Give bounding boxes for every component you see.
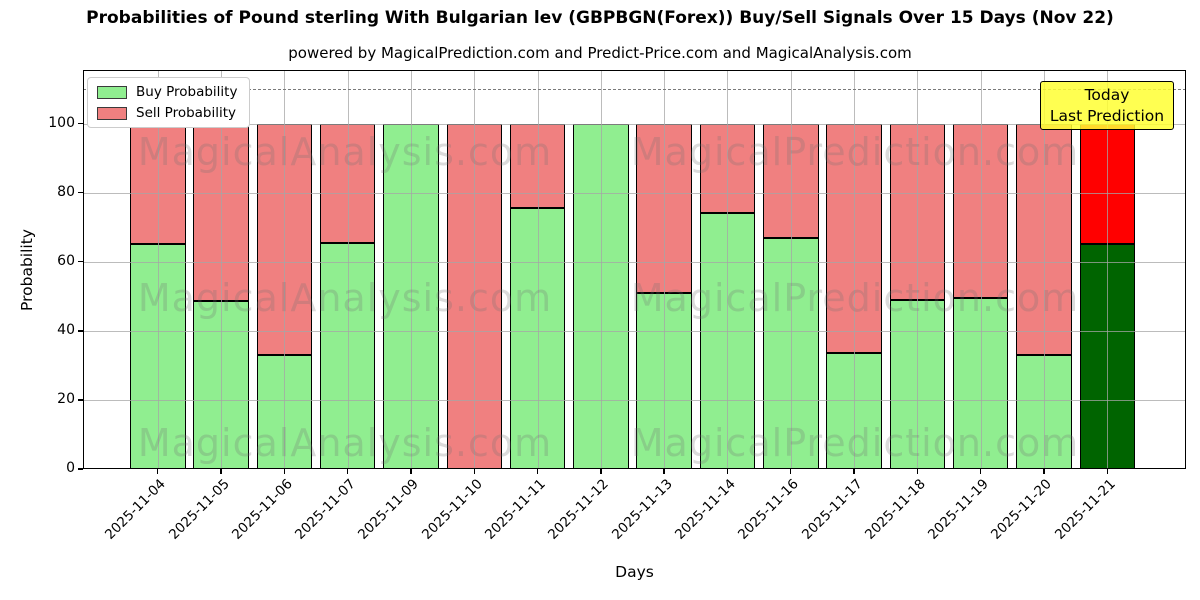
legend-label: Sell Probability <box>136 105 237 121</box>
chart-subtitle: powered by MagicalPrediction.com and Pre… <box>288 44 912 62</box>
today-annotation-line1: Today <box>1084 85 1130 104</box>
xtick-mark <box>853 469 855 474</box>
watermark-text: MagicalAnalysis.com <box>137 421 553 465</box>
xtick-mark <box>473 469 475 474</box>
xtick-mark <box>157 469 159 474</box>
xtick-label-text: 2025-11-11 <box>482 476 549 543</box>
gridline-x-2025-11-10 <box>474 70 476 469</box>
xtick-mark <box>979 469 982 474</box>
xtick-label-text: 2025-11-04 <box>102 476 170 543</box>
watermark-text: MagicalPrediction.com <box>630 276 1080 320</box>
xtick-mark <box>726 469 729 474</box>
ytick-mark <box>78 261 83 263</box>
xtick-label-text: 2025-11-14 <box>671 476 739 543</box>
gridline-x-2025-11-07 <box>347 70 349 469</box>
chart-title: Probabilities of Pound sterling With Bul… <box>86 8 1114 28</box>
today-annotation-line2: Last Prediction <box>1049 106 1165 125</box>
xtick-mark <box>1043 469 1045 474</box>
legend: Buy Probability Sell Probability <box>87 77 251 128</box>
xtick-mark <box>410 469 412 474</box>
watermark-text: MagicalAnalysis.com <box>137 276 553 320</box>
gridline-x-2025-11-05 <box>221 70 223 469</box>
xtick-label-text: 2025-11-20 <box>988 476 1056 543</box>
xtick-mark <box>916 469 919 474</box>
today-annotation: Today Last Prediction <box>1040 81 1174 130</box>
gridline-x-2025-11-18 <box>917 70 919 469</box>
xtick-label-text: 2025-11-12 <box>545 476 613 543</box>
xtick-label-text: 2025-11-21 <box>1051 476 1119 543</box>
y-axis-label: Probability <box>18 229 36 311</box>
legend-item-buy-probability: Buy Probability <box>97 84 237 100</box>
xtick-label-text: 2025-11-09 <box>355 476 423 543</box>
ytick-label-80: 80 <box>57 183 75 200</box>
legend-swatch <box>97 106 127 120</box>
xtick-label-text: 2025-11-17 <box>798 476 866 543</box>
x-axis-label: Days <box>615 563 654 581</box>
legend-label: Buy Probability <box>136 84 238 100</box>
gridline-y-20 <box>83 399 1186 401</box>
gridline-y-80 <box>83 192 1186 194</box>
xtick-label-text: 2025-11-18 <box>861 476 929 543</box>
xtick-mark <box>536 469 539 474</box>
ytick-mark <box>78 399 83 401</box>
ytick-mark <box>78 191 83 194</box>
gridline-x-2025-11-04 <box>157 70 159 469</box>
xtick-label-text: 2025-11-05 <box>165 476 233 543</box>
xtick-label-text: 2025-11-19 <box>925 476 992 543</box>
xtick-mark <box>663 469 665 474</box>
ytick-label-40: 40 <box>57 321 75 338</box>
legend-swatch <box>97 85 127 99</box>
gridline-x-2025-11-17 <box>854 70 856 469</box>
xtick-label-text: 2025-11-10 <box>418 476 486 543</box>
xtick-mark <box>600 469 602 474</box>
gridline-x-2025-11-19 <box>980 70 982 469</box>
gridline-x-2025-11-14 <box>727 70 729 469</box>
gridline-y-60 <box>83 261 1186 263</box>
ytick-label-20: 20 <box>57 390 75 407</box>
xtick-label-text: 2025-11-16 <box>735 476 803 543</box>
xtick-mark <box>790 469 792 474</box>
ytick-mark <box>78 122 83 125</box>
gridline-x-2025-11-21 <box>1107 70 1109 469</box>
gridline-x-2025-11-11 <box>537 70 539 469</box>
xtick-label-text: 2025-11-06 <box>228 476 296 543</box>
xtick-mark <box>220 469 222 474</box>
gridline-y-40 <box>83 330 1186 332</box>
xtick-mark <box>283 469 286 474</box>
watermark-text: MagicalPrediction.com <box>630 421 1080 465</box>
gridline-x-2025-11-16 <box>790 70 792 469</box>
xtick-label-text: 2025-11-07 <box>292 476 359 543</box>
threshold-dashed-line <box>83 89 1186 90</box>
ytick-label-100: 100 <box>48 114 75 131</box>
xtick-mark <box>346 469 349 474</box>
ytick-mark <box>78 330 83 332</box>
ytick-mark <box>78 468 83 470</box>
plot-area: MagicalAnalysis.com MagicalPrediction.com… <box>83 70 1186 469</box>
watermark-text: MagicalAnalysis.com <box>137 130 553 174</box>
xtick-label-text: 2025-11-13 <box>608 476 676 543</box>
gridline-x-2025-11-13 <box>664 70 666 469</box>
ytick-label-60: 60 <box>57 252 75 269</box>
xtick-mark <box>1106 469 1108 474</box>
gridline-x-2025-11-09 <box>410 70 412 469</box>
watermark-text: MagicalPrediction.com <box>630 130 1080 174</box>
gridline-x-2025-11-20 <box>1043 70 1045 469</box>
ytick-label-0: 0 <box>66 460 75 476</box>
gridline-y-100 <box>83 123 1186 125</box>
legend-item-sell-probability: Sell Probability <box>97 105 237 121</box>
gridline-x-2025-11-12 <box>600 70 602 469</box>
gridline-x-2025-11-06 <box>284 70 286 469</box>
